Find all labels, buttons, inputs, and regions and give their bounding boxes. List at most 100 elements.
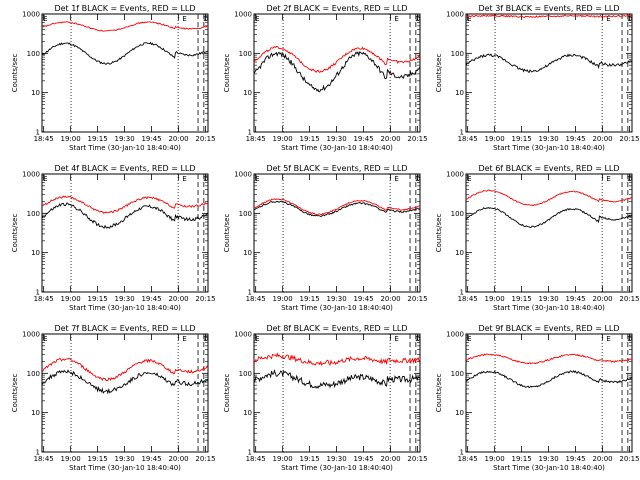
chart-panel-7: Det 7f BLACK = Events, RED = LLD 1 10 100 10… — [11, 324, 216, 472]
chart-title: Det 6f BLACK = Events, RED = LLD — [478, 164, 619, 173]
x-tick-label: 19:00 — [485, 455, 505, 463]
annotation-label: D — [627, 335, 632, 343]
annotation-label: E — [606, 335, 610, 343]
y-axis-label: Counts/sec — [435, 54, 443, 93]
annotation-label: D — [203, 175, 208, 183]
x-tick-label: 19:45 — [141, 135, 161, 143]
y-tick-label: 100 — [451, 210, 464, 218]
y-axis-label: Counts/sec — [223, 374, 231, 413]
x-tick-label: 20:00 — [168, 455, 188, 463]
y-tick-label: 10 — [243, 409, 252, 417]
x-tick-label: 19:15 — [300, 455, 320, 463]
series-line-lld — [253, 46, 421, 74]
y-axis-label: Counts/sec — [223, 214, 231, 253]
y-tick-label: 10 — [31, 249, 40, 257]
annotation-label: D — [415, 15, 420, 23]
x-tick-label: 19:00 — [273, 135, 293, 143]
y-tick-label: 100 — [27, 50, 40, 58]
x-tick-label: 18:45 — [34, 135, 54, 143]
x-tick-label: 19:15 — [512, 455, 532, 463]
y-tick-label: 1 — [248, 289, 252, 297]
x-tick-label: 20:00 — [380, 135, 400, 143]
annotation-label: D — [627, 175, 632, 183]
x-tick-label: 19:45 — [141, 295, 161, 303]
x-tick-label: 19:15 — [512, 295, 532, 303]
chart-title: Det 4f BLACK = Events, RED = LLD — [54, 164, 195, 173]
series-line-lld — [253, 198, 421, 216]
annotation-label: E — [43, 335, 47, 343]
chart-title: Det 7f BLACK = Events, RED = LLD — [54, 324, 195, 333]
y-axis-label: Counts/sec — [11, 54, 19, 93]
x-axis-label: Start Time (30-Jan-10 18:40:40) — [281, 144, 393, 152]
series-line-events — [465, 206, 633, 228]
y-axis-label: Counts/sec — [11, 374, 19, 413]
y-tick-label: 1 — [36, 289, 40, 297]
chart-title: Det 5f BLACK = Events, RED = LLD — [266, 164, 407, 173]
annotation-label: D — [627, 15, 632, 23]
series-line-events — [253, 369, 421, 389]
chart-title: Det 2f BLACK = Events, RED = LLD — [266, 4, 407, 13]
annotation-label: D — [203, 15, 208, 23]
x-tick-label: 19:45 — [565, 135, 585, 143]
x-tick-label: 20:15 — [619, 295, 639, 303]
y-tick-label: 1000 — [446, 171, 464, 179]
plot-frame — [41, 333, 209, 453]
x-tick-label: 19:30 — [326, 135, 346, 143]
plot-frame — [253, 173, 421, 293]
x-axis-label: Start Time (30-Jan-10 18:40:40) — [493, 464, 605, 472]
chart-panel-3: Det 3f BLACK = Events, RED = LLD 1 10 100 10… — [435, 4, 640, 152]
x-tick-label: 20:15 — [619, 455, 639, 463]
x-tick-label: 18:45 — [246, 295, 266, 303]
y-tick-label: 1000 — [234, 331, 252, 339]
series-line-events — [465, 370, 633, 389]
x-tick-label: 20:15 — [407, 295, 427, 303]
series-line-events — [41, 41, 209, 65]
x-axis-label: Start Time (30-Jan-10 18:40:40) — [493, 304, 605, 312]
x-tick-label: 20:00 — [592, 295, 612, 303]
x-tick-label: 19:00 — [61, 295, 81, 303]
x-axis-label: Start Time (30-Jan-10 18:40:40) — [281, 464, 393, 472]
x-tick-label: 20:15 — [407, 135, 427, 143]
x-tick-label: 19:00 — [485, 295, 505, 303]
series-line-lld — [253, 352, 421, 366]
y-tick-label: 1000 — [234, 171, 252, 179]
x-tick-label: 19:15 — [88, 135, 108, 143]
annotation-label: E — [606, 175, 610, 183]
annotation-label: E — [182, 175, 186, 183]
annotation-label: E — [467, 335, 471, 343]
annotation-label: E — [467, 175, 471, 183]
x-tick-label: 18:45 — [246, 135, 266, 143]
series-line-events — [253, 200, 421, 218]
chart-panel-4: Det 4f BLACK = Events, RED = LLD 1 10 100 10… — [11, 164, 216, 312]
x-tick-label: 20:00 — [168, 135, 188, 143]
chart-title: Det 1f BLACK = Events, RED = LLD — [54, 4, 195, 13]
y-tick-label: 1 — [36, 129, 40, 137]
x-tick-label: 18:45 — [246, 455, 266, 463]
plot-frame — [41, 173, 209, 293]
x-tick-label: 20:15 — [195, 135, 215, 143]
annotation-label: E — [182, 15, 186, 23]
series-line-lld — [41, 195, 209, 214]
x-tick-label: 19:00 — [61, 135, 81, 143]
chart-title: Det 3f BLACK = Events, RED = LLD — [478, 4, 619, 13]
y-axis-label: Counts/sec — [435, 374, 443, 413]
x-axis-label: Start Time (30-Jan-10 18:40:40) — [69, 464, 181, 472]
annotation-label: D — [415, 175, 420, 183]
annotation-label: E — [394, 15, 398, 23]
series-line-lld — [41, 21, 209, 32]
y-axis-label: Counts/sec — [435, 214, 443, 253]
series-line-lld — [465, 14, 633, 18]
x-tick-label: 19:45 — [353, 135, 373, 143]
y-tick-label: 1 — [36, 449, 40, 457]
x-tick-label: 19:15 — [300, 135, 320, 143]
y-tick-label: 100 — [451, 50, 464, 58]
x-tick-label: 19:45 — [565, 455, 585, 463]
annotation-label: E — [43, 175, 47, 183]
x-tick-label: 19:30 — [114, 295, 134, 303]
y-tick-label: 1 — [248, 129, 252, 137]
x-tick-label: 20:15 — [195, 455, 215, 463]
chart-panel-1: Det 1f BLACK = Events, RED = LLD 1 10 100 10… — [11, 4, 216, 152]
series-line-events — [253, 50, 421, 93]
annotation-label: E — [394, 335, 398, 343]
x-tick-label: 18:45 — [458, 295, 478, 303]
